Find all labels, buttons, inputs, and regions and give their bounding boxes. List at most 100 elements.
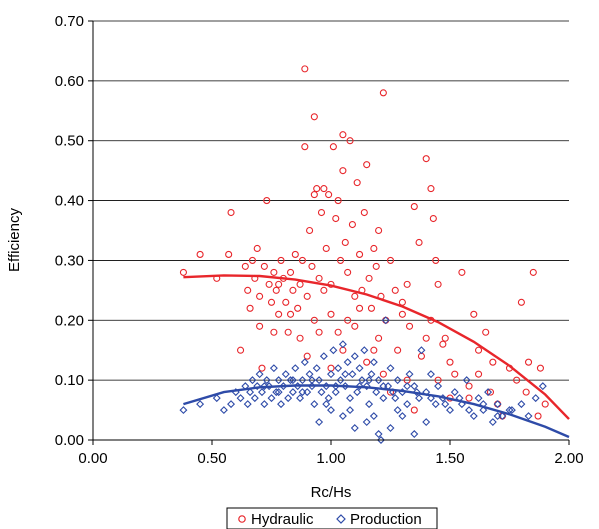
point-production-13 bbox=[255, 370, 264, 379]
point-hydraulic-21 bbox=[275, 310, 283, 318]
point-hydraulic-75 bbox=[410, 203, 418, 211]
plot-background bbox=[93, 21, 569, 440]
point-hydraulic-38 bbox=[310, 191, 318, 199]
point-hydraulic-40 bbox=[315, 274, 323, 282]
point-production-60 bbox=[367, 370, 376, 379]
point-production-111 bbox=[393, 406, 402, 415]
point-hydraulic-58 bbox=[356, 250, 364, 258]
point-production-40 bbox=[319, 352, 328, 361]
point-hydraulic-106 bbox=[422, 334, 430, 342]
point-hydraulic-66 bbox=[375, 226, 383, 235]
point-hydraulic-102 bbox=[375, 334, 383, 342]
point-hydraulic-24 bbox=[282, 298, 290, 306]
legend-hydraulic-label: Hydraulic bbox=[251, 511, 314, 528]
point-hydraulic-42 bbox=[320, 185, 328, 193]
y-tick-label-4: 0.40 bbox=[55, 193, 84, 210]
point-production-120 bbox=[365, 376, 374, 385]
x-axis-title: Rc/Hs bbox=[311, 484, 352, 501]
point-production-128 bbox=[465, 406, 474, 415]
point-hydraulic-9 bbox=[248, 256, 257, 264]
point-hydraulic-113 bbox=[344, 316, 352, 324]
point-hydraulic-6 bbox=[241, 262, 249, 270]
point-production-115 bbox=[298, 388, 307, 397]
point-hydraulic-16 bbox=[263, 197, 271, 205]
point-hydraulic-95 bbox=[536, 364, 544, 372]
point-production-19 bbox=[269, 364, 278, 373]
point-production-16 bbox=[262, 376, 271, 385]
point-production-80 bbox=[434, 382, 443, 391]
point-hydraulic-53 bbox=[344, 268, 352, 276]
point-production-109 bbox=[346, 406, 355, 415]
point-production-32 bbox=[300, 358, 309, 367]
point-production-9 bbox=[246, 388, 255, 397]
x-tick-label-4: 2.00 bbox=[554, 450, 583, 467]
point-hydraulic-26 bbox=[286, 268, 295, 276]
point-production-36 bbox=[310, 400, 319, 409]
point-production-24 bbox=[281, 370, 290, 379]
point-hydraulic-100 bbox=[351, 322, 359, 330]
point-production-91 bbox=[493, 400, 502, 409]
point-hydraulic-70 bbox=[386, 256, 395, 264]
point-production-54 bbox=[353, 388, 362, 397]
point-hydraulic-126 bbox=[441, 334, 449, 342]
point-production-44 bbox=[329, 346, 338, 355]
point-production-21 bbox=[274, 376, 283, 385]
point-hydraulic-129 bbox=[475, 346, 483, 354]
point-production-31 bbox=[298, 376, 307, 385]
point-production-47 bbox=[336, 376, 345, 385]
y-tick-label-3: 0.30 bbox=[55, 252, 84, 269]
point-hydraulic-48 bbox=[334, 197, 342, 205]
point-hydraulic-84 bbox=[458, 268, 466, 276]
point-production-126 bbox=[441, 400, 450, 409]
point-production-39 bbox=[317, 388, 326, 397]
point-production-34 bbox=[305, 370, 314, 379]
legend-box bbox=[226, 507, 438, 529]
point-production-131 bbox=[507, 406, 516, 415]
point-hydraulic-74 bbox=[405, 322, 414, 330]
point-hydraulic-77 bbox=[422, 155, 430, 163]
point-hydraulic-15 bbox=[260, 262, 268, 270]
point-production-114 bbox=[288, 376, 297, 385]
point-hydraulic-80 bbox=[432, 256, 440, 264]
point-production-56 bbox=[357, 376, 366, 385]
ticks-layer: 0.00 0.10 0.20 0.30 0.40 0.50 0.60 0.70 0.00 0.50… bbox=[55, 13, 584, 467]
point-hydraulic-0 bbox=[179, 268, 187, 276]
point-hydraulic-110 bbox=[303, 352, 311, 360]
point-hydraulic-130 bbox=[486, 388, 495, 396]
point-production-57 bbox=[360, 346, 369, 355]
point-hydraulic-11 bbox=[253, 244, 261, 253]
point-hydraulic-105 bbox=[410, 406, 418, 414]
point-hydraulic-89 bbox=[489, 358, 497, 366]
point-hydraulic-73 bbox=[403, 280, 411, 288]
point-hydraulic-22 bbox=[277, 256, 285, 264]
point-hydraulic-68 bbox=[379, 89, 387, 97]
point-production-108 bbox=[322, 400, 331, 409]
point-hydraulic-62 bbox=[365, 274, 373, 282]
point-production-113 bbox=[274, 388, 283, 397]
point-production-65 bbox=[379, 394, 388, 403]
plot-area bbox=[93, 21, 569, 440]
point-hydraulic-61 bbox=[363, 161, 371, 169]
point-hydraulic-28 bbox=[291, 250, 299, 258]
point-hydraulic-114 bbox=[334, 328, 342, 336]
point-production-30 bbox=[296, 394, 305, 403]
point-production-130 bbox=[493, 412, 502, 421]
point-production-85 bbox=[462, 376, 471, 385]
point-production-27 bbox=[288, 388, 297, 397]
point-hydraulic-71 bbox=[391, 286, 399, 294]
point-hydraulic-65 bbox=[372, 262, 380, 270]
y-tick-label-0: 0.00 bbox=[55, 432, 84, 449]
point-production-76 bbox=[417, 346, 426, 355]
point-production-6 bbox=[236, 394, 245, 403]
point-hydraulic-76 bbox=[415, 238, 423, 247]
x-tick-label-1: 0.50 bbox=[197, 450, 226, 467]
point-hydraulic-19 bbox=[270, 268, 278, 276]
point-production-112 bbox=[260, 382, 269, 391]
gridlines bbox=[93, 20, 569, 381]
trendline-hydraulic bbox=[183, 274, 570, 420]
point-hydraulic-96 bbox=[541, 400, 549, 408]
point-hydraulic-120 bbox=[370, 346, 378, 354]
point-production-48 bbox=[338, 340, 347, 349]
legend-production-label: Production bbox=[350, 511, 422, 528]
